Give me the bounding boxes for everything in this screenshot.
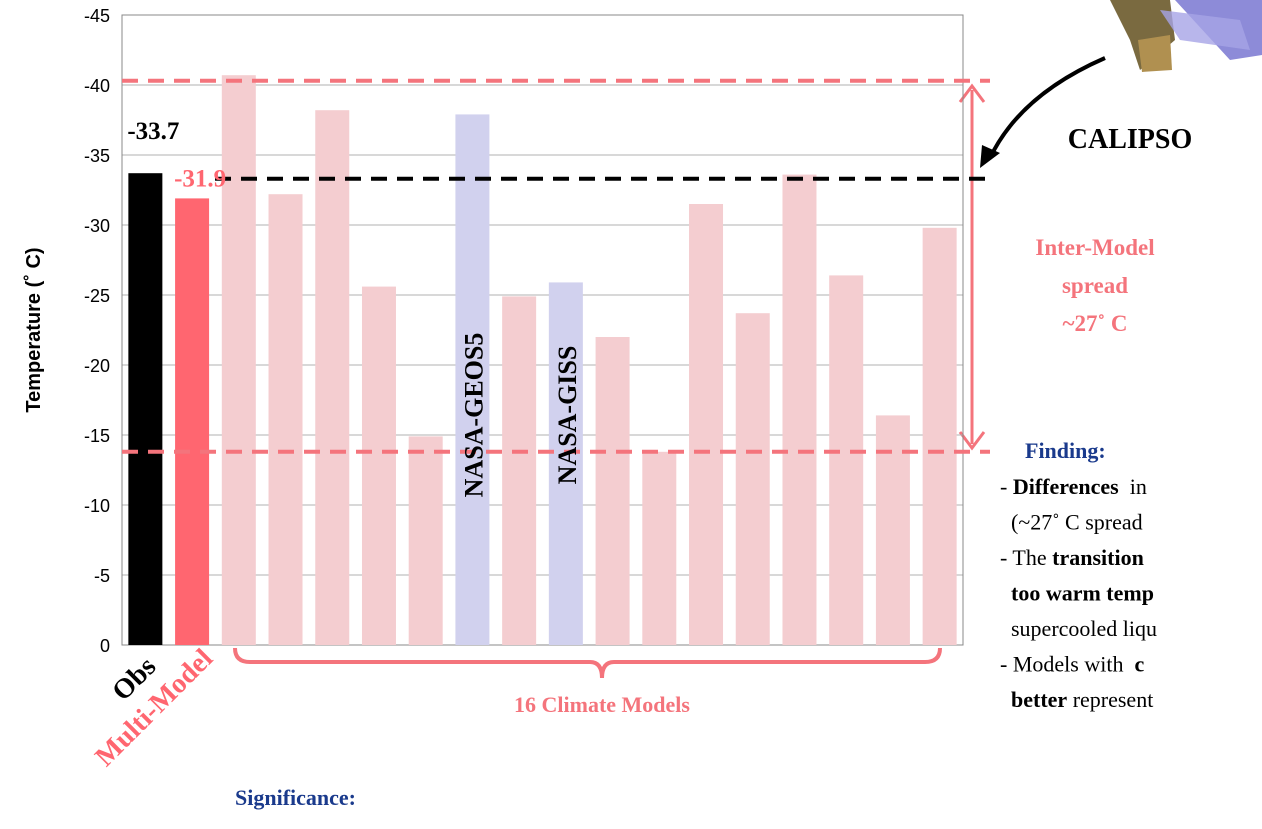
finding-text: - The bbox=[1000, 545, 1052, 570]
bar bbox=[736, 313, 770, 645]
spread-label: ~27˚ C bbox=[1063, 311, 1128, 336]
bar bbox=[175, 198, 209, 645]
spread-label: Inter-Model bbox=[1035, 235, 1154, 260]
models-bracket bbox=[235, 648, 940, 678]
finding-text: represent bbox=[1067, 687, 1153, 712]
bar-label: NASA-GISS bbox=[553, 346, 582, 485]
bar bbox=[222, 75, 256, 645]
satellite-label: CALIPSO bbox=[1068, 124, 1192, 155]
finding-title: Finding: bbox=[1025, 438, 1106, 463]
bar bbox=[362, 287, 396, 645]
value-label: -33.7 bbox=[127, 118, 179, 145]
y-tick-label: -40 bbox=[84, 76, 110, 96]
bar bbox=[923, 228, 957, 645]
bar bbox=[269, 194, 303, 645]
y-tick-label: -25 bbox=[84, 286, 110, 306]
bar bbox=[502, 296, 536, 645]
finding-line: - Differences in bbox=[1000, 474, 1147, 499]
finding-text: - Models with bbox=[1000, 652, 1134, 677]
bar bbox=[409, 436, 443, 645]
finding-line: - Models with c bbox=[1000, 652, 1144, 677]
bar bbox=[642, 452, 676, 645]
bar-label: NASA-GEOS5 bbox=[459, 333, 488, 498]
finding-line: (~27˚ C spread bbox=[1000, 510, 1143, 535]
finding-line: better represent bbox=[1000, 687, 1153, 712]
y-axis-label: Temperature (˚ C) bbox=[22, 247, 45, 412]
finding-text: - bbox=[1000, 474, 1013, 499]
finding-line: supercooled liqu bbox=[1000, 616, 1157, 641]
group-label: 16 Climate Models bbox=[514, 692, 690, 717]
finding-line: too warm temp bbox=[1000, 581, 1154, 606]
page: {"chart_data": {"type": "bar", "y_label"… bbox=[0, 0, 1262, 829]
y-tick-label: 0 bbox=[100, 636, 110, 656]
y-tick-label: -45 bbox=[84, 6, 110, 26]
satellite-icon bbox=[1110, 0, 1262, 72]
finding-text: (~27˚ C spread bbox=[1000, 510, 1143, 535]
significance-title: Significance: bbox=[235, 785, 356, 810]
finding-text bbox=[1000, 687, 1011, 712]
bar bbox=[315, 110, 349, 645]
finding-text: Differences bbox=[1013, 474, 1119, 499]
value-label: -31.9 bbox=[174, 165, 226, 192]
x-tick-label: Multi-Model bbox=[89, 643, 219, 773]
finding-text: too warm temp bbox=[1011, 581, 1154, 606]
bar bbox=[689, 204, 723, 645]
y-tick-label: -10 bbox=[84, 496, 110, 516]
y-tick-label: -5 bbox=[94, 566, 110, 586]
finding-text: better bbox=[1011, 687, 1067, 712]
spread-label: spread bbox=[1062, 273, 1128, 298]
finding-text bbox=[1000, 581, 1011, 606]
finding-text: transition bbox=[1052, 545, 1144, 570]
bar bbox=[829, 275, 863, 645]
finding-text: in bbox=[1119, 474, 1147, 499]
finding-line: - The transition bbox=[1000, 545, 1144, 570]
slide: Temperature (˚ C) CALIPSO 16 Climate Mod… bbox=[0, 0, 1262, 829]
bar bbox=[596, 337, 630, 645]
y-tick-label: -35 bbox=[84, 146, 110, 166]
y-tick-label: -30 bbox=[84, 216, 110, 236]
bar bbox=[128, 173, 162, 645]
finding-text: c bbox=[1134, 652, 1144, 677]
bar bbox=[782, 175, 816, 645]
y-tick-label: -15 bbox=[84, 426, 110, 446]
y-tick-label: -20 bbox=[84, 356, 110, 376]
finding-text: supercooled liqu bbox=[1000, 616, 1157, 641]
